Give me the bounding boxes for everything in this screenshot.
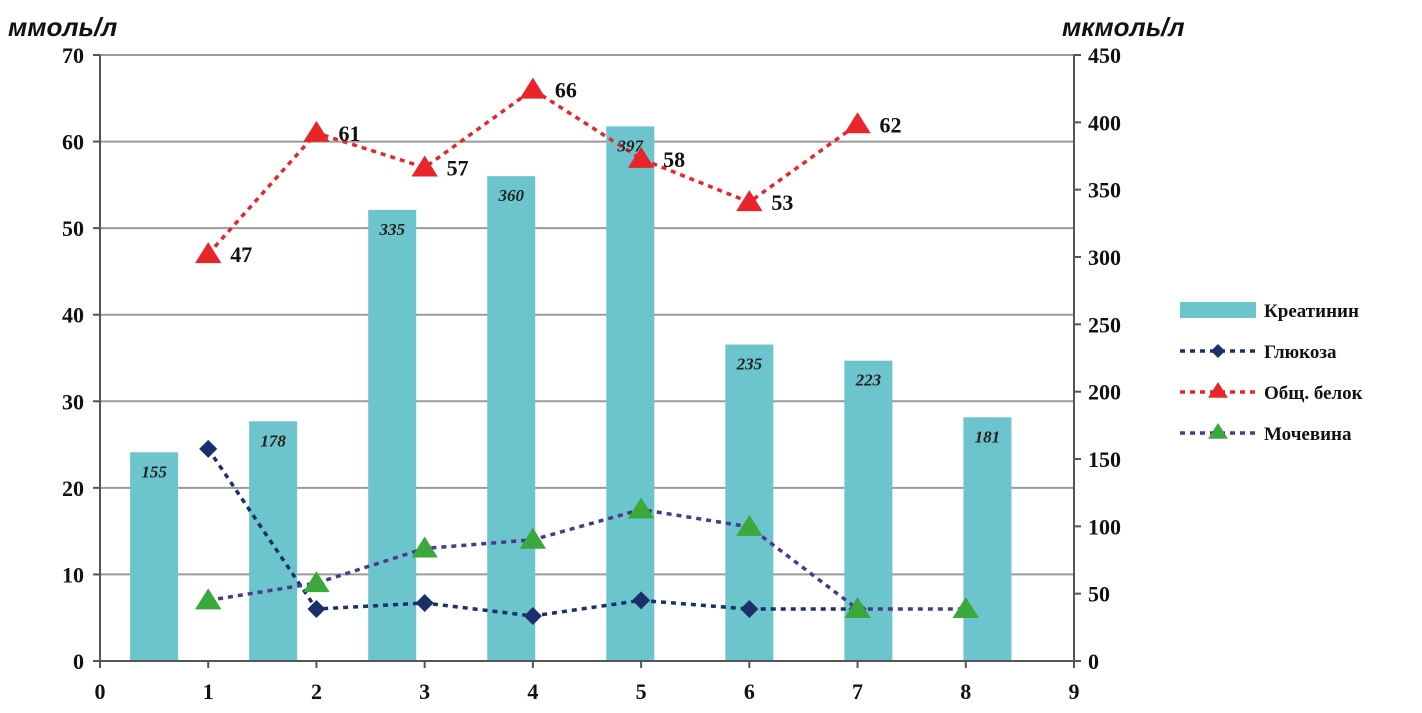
bar	[487, 176, 536, 661]
diamond-marker	[199, 439, 218, 458]
data-label: 66	[555, 78, 577, 103]
legend-label: Креатинин	[1264, 301, 1359, 322]
bar-value-label: 360	[497, 186, 524, 205]
left-tick-label: 10	[62, 562, 84, 587]
right-tick-label: 300	[1088, 245, 1121, 270]
left-tick-label: 20	[62, 476, 84, 501]
bar-value-label: 181	[975, 427, 1001, 446]
triangle-marker	[303, 571, 330, 593]
diamond-marker	[415, 593, 434, 612]
x-tick-label: 4	[527, 679, 538, 704]
data-label: 57	[447, 156, 469, 181]
triangle-marker	[627, 497, 655, 519]
diamond-marker	[632, 591, 651, 610]
x-tick-label: 5	[636, 679, 647, 704]
x-tick-label: 3	[419, 679, 430, 704]
x-tick-label: 1	[203, 679, 214, 704]
data-label: 58	[663, 147, 685, 172]
triangle-marker	[736, 514, 763, 536]
right-axis-label: мкмоль/л	[1062, 12, 1185, 42]
bars-layer	[130, 126, 1012, 661]
bar-value-label: 335	[378, 220, 405, 239]
lines-layer	[195, 77, 979, 625]
left-tick-label: 70	[62, 43, 84, 68]
bar-value-label: 223	[855, 371, 882, 390]
triangle-marker	[195, 588, 222, 610]
data-label: 53	[771, 190, 793, 215]
labels-layer: 155 178 335 360 397 235 223 181 47 61 57 66 58 53 62	[141, 78, 1000, 482]
diamond-marker	[523, 606, 542, 625]
axes-layer: 0102030405060700501001502002503003504004…	[62, 43, 1121, 704]
bar	[249, 421, 298, 661]
triangle-marker	[736, 190, 763, 212]
data-label: 62	[880, 112, 902, 137]
triangle-marker	[519, 527, 547, 549]
right-tick-label: 200	[1088, 380, 1121, 405]
bar-value-label: 178	[260, 431, 286, 450]
x-tick-label: 9	[1069, 679, 1080, 704]
legend-label: Глюкоза	[1264, 342, 1337, 363]
x-tick-label: 8	[960, 679, 971, 704]
x-tick-label: 6	[744, 679, 755, 704]
diamond-marker	[740, 600, 759, 619]
right-tick-label: 400	[1088, 110, 1121, 135]
left-tick-label: 60	[62, 130, 84, 155]
diamond-marker	[307, 600, 326, 619]
bar	[130, 452, 179, 661]
bar	[963, 417, 1012, 661]
right-tick-label: 350	[1088, 178, 1121, 203]
triangle-marker	[1208, 423, 1228, 439]
triangle-marker	[627, 146, 655, 168]
left-tick-label: 40	[62, 303, 84, 328]
triangle-marker	[519, 77, 547, 99]
triangle-marker	[303, 120, 330, 142]
x-tick-label: 2	[311, 679, 322, 704]
data-label: 47	[230, 242, 252, 267]
bar	[368, 209, 417, 661]
legend: Креатинин Глюкоза Общ. белок Мочевина	[1180, 301, 1363, 445]
bar-value-label: 235	[736, 355, 763, 374]
diamond-marker	[1211, 344, 1225, 358]
right-tick-label: 150	[1088, 447, 1121, 472]
triangle-marker	[411, 536, 438, 558]
triangle-marker	[195, 242, 222, 264]
right-tick-label: 0	[1088, 649, 1099, 674]
legend-swatch-bar	[1180, 302, 1256, 318]
triangle-marker	[844, 112, 871, 134]
legend-label: Мочевина	[1264, 424, 1352, 445]
x-tick-label: 0	[95, 679, 106, 704]
bar-value-label: 397	[617, 136, 645, 155]
right-tick-label: 450	[1088, 43, 1121, 68]
bar-value-label: 155	[141, 462, 167, 481]
x-tick-label: 7	[852, 679, 863, 704]
triangle-marker	[844, 597, 871, 619]
right-tick-label: 250	[1088, 312, 1121, 337]
triangle-marker	[952, 597, 979, 619]
left-tick-label: 30	[62, 389, 84, 414]
left-tick-label: 50	[62, 216, 84, 241]
left-tick-label: 0	[73, 649, 84, 674]
data-label: 61	[338, 121, 360, 146]
legend-label: Общ. белок	[1264, 383, 1363, 404]
bar	[606, 126, 655, 661]
grid-layer	[100, 54, 1074, 662]
triangle-marker	[1208, 382, 1228, 398]
right-tick-label: 100	[1088, 514, 1121, 539]
left-axis-label: ммоль/л	[8, 12, 117, 42]
right-tick-label: 50	[1088, 582, 1110, 607]
triangle-marker	[411, 155, 438, 177]
